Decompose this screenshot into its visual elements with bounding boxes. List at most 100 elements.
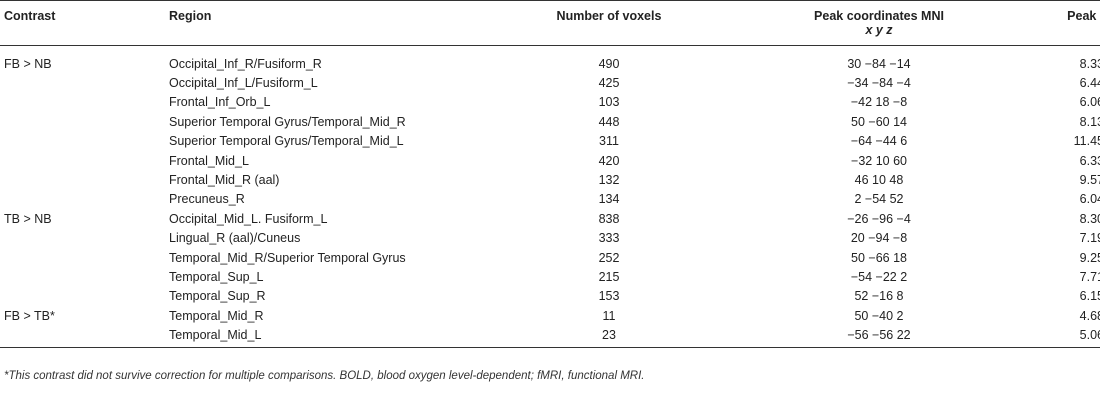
cell-peak-coordinates: 20 −94 −8 — [850, 231, 908, 246]
cell-contrast — [0, 248, 169, 267]
cell-region: Frontal_Mid_R (aal) — [169, 173, 280, 188]
table-row: Superior Temporal Gyrus/Temporal_Mid_L 31… — [0, 132, 1100, 151]
cell-contrast — [0, 112, 169, 131]
table-row: Frontal_Mid_R (aal) 132 46 10 48 9.57 — [0, 170, 1100, 189]
cell-peak-coordinates: −56 −56 22 — [847, 328, 911, 343]
header-row: Contrast Region Number of voxels Peak co… — [0, 0, 1100, 23]
cell-peak-t: 4.68 — [1079, 308, 1100, 323]
cell-peak-t: 5.06 — [1079, 328, 1100, 343]
table-row: Occipital_Inf_L/Fusiform_L 425 −34 −84 −4 6… — [0, 73, 1100, 92]
cell-contrast: TB > NB — [4, 211, 52, 226]
cell-region: Occipital_Inf_L/Fusiform_L — [169, 76, 318, 91]
header-region: Region — [169, 9, 212, 23]
cell-voxels: 490 — [598, 56, 620, 71]
cell-voxels: 425 — [598, 76, 620, 91]
table-row: Temporal_Mid_R/Superior Temporal Gyrus 25… — [0, 248, 1100, 267]
cell-contrast — [0, 267, 169, 286]
cell-peak-t: 6.15 — [1079, 289, 1100, 304]
cell-contrast — [0, 229, 169, 248]
cell-region: Temporal_Mid_L — [169, 328, 262, 343]
cell-peak-t: 7.19 — [1079, 231, 1100, 246]
header-voxels: Number of voxels — [556, 9, 662, 23]
cell-contrast — [0, 190, 169, 209]
cell-voxels: 838 — [598, 211, 620, 226]
cell-voxels: 215 — [598, 269, 620, 284]
table-row: FB > NB Occipital_Inf_R/Fusiform_R 490 30 −… — [0, 46, 1100, 74]
cell-voxels: 311 — [599, 134, 619, 149]
cell-peak-t: 8.30 — [1079, 211, 1100, 226]
cell-region: Superior Temporal Gyrus/Temporal_Mid_R — [169, 114, 406, 129]
table-row: Temporal_Mid_L 23 −56 −56 22 5.06 — [0, 325, 1100, 348]
cell-peak-t: 6.33 — [1079, 153, 1100, 168]
cell-contrast — [0, 151, 169, 170]
header-peak-coordinates: Peak coordinates MNI — [814, 9, 944, 23]
cell-peak-coordinates: −26 −96 −4 — [847, 211, 911, 226]
header-contrast: Contrast — [4, 9, 56, 23]
cell-voxels: 103 — [598, 95, 620, 110]
table-row: FB > TB* Temporal_Mid_R 11 50 −40 2 4.68 — [0, 306, 1100, 325]
table-body: FB > NB Occipital_Inf_R/Fusiform_R 490 30 −… — [0, 46, 1100, 348]
cell-voxels: 448 — [598, 114, 620, 129]
cell-region: Occipital_Mid_L. Fusiform_L — [169, 211, 328, 226]
table-row: Frontal_Inf_Orb_L 103 −42 18 −8 6.06 — [0, 93, 1100, 112]
cell-region: Lingual_R (aal)/Cuneus — [169, 231, 301, 246]
cell-contrast — [0, 287, 169, 306]
cell-region: Occipital_Inf_R/Fusiform_R — [169, 56, 322, 71]
table-row: Frontal_Mid_L 420 −32 10 60 6.33 — [0, 151, 1100, 170]
cell-region: Temporal_Mid_R/Superior Temporal Gyrus — [169, 250, 406, 265]
table-header: Contrast Region Number of voxels Peak co… — [0, 0, 1100, 46]
table-row: Superior Temporal Gyrus/Temporal_Mid_R 44… — [0, 112, 1100, 131]
cell-peak-coordinates: 50 −66 18 — [851, 250, 907, 265]
cell-peak-coordinates: −42 18 −8 — [850, 95, 908, 110]
cell-contrast — [0, 93, 169, 112]
cell-peak-t: 7.71 — [1079, 269, 1100, 284]
cell-peak-t: 8.33 — [1079, 56, 1100, 71]
cell-region: Frontal_Inf_Orb_L — [169, 95, 271, 110]
cell-peak-coordinates: −64 −44 6 — [850, 134, 908, 149]
cell-contrast: FB > TB* — [4, 308, 55, 323]
cell-peak-coordinates: 50 −60 14 — [851, 114, 907, 129]
cell-peak-coordinates: −54 −22 2 — [850, 269, 908, 284]
cell-region: Precuneus_R — [169, 192, 245, 207]
cell-region: Temporal_Mid_R — [169, 308, 264, 323]
cell-region: Temporal_Sup_L — [169, 269, 264, 284]
cell-peak-coordinates: −32 10 60 — [851, 153, 907, 168]
header-subrow: x y z — [0, 23, 1100, 46]
cell-voxels: 132 — [598, 173, 620, 188]
header-peak-t-label: Peak t — [1067, 9, 1100, 23]
cell-peak-coordinates: 50 −40 2 — [854, 308, 904, 323]
cell-voxels: 23 — [602, 328, 616, 343]
table-row: Precuneus_R 134 2 −54 52 6.04 — [0, 190, 1100, 209]
table-row: Lingual_R (aal)/Cuneus 333 20 −94 −8 7.19 — [0, 229, 1100, 248]
cell-peak-t: 11.45 — [1073, 134, 1100, 149]
cell-peak-t: 6.44 — [1079, 76, 1100, 91]
cell-peak-t: 6.04 — [1079, 192, 1100, 207]
cell-voxels: 333 — [598, 231, 620, 246]
cell-voxels: 153 — [598, 289, 620, 304]
cell-peak-coordinates: 46 10 48 — [854, 173, 904, 188]
cell-peak-coordinates: 30 −84 −14 — [847, 56, 911, 71]
header-peak-t: Peak t — [1014, 1, 1100, 23]
cell-voxels: 11 — [602, 308, 616, 323]
header-xyz: x y z — [865, 23, 893, 37]
cell-contrast — [0, 170, 169, 189]
cell-voxels: 420 — [598, 153, 620, 168]
cell-peak-coordinates: 2 −54 52 — [854, 192, 904, 207]
table-row: TB > NB Occipital_Mid_L. Fusiform_L 838 −26… — [0, 209, 1100, 228]
cell-contrast — [0, 325, 169, 347]
cell-contrast — [0, 73, 169, 92]
cell-voxels: 134 — [598, 192, 620, 207]
cell-contrast — [0, 132, 169, 151]
table-row: Temporal_Sup_R 153 52 −16 8 6.15 — [0, 287, 1100, 306]
cell-voxels: 252 — [598, 250, 620, 265]
cell-peak-t: 9.57 — [1079, 173, 1100, 188]
cell-region: Superior Temporal Gyrus/Temporal_Mid_L — [169, 134, 404, 149]
table-footnote: *This contrast did not survive correctio… — [4, 370, 645, 382]
cell-peak-coordinates: 52 −16 8 — [854, 289, 904, 304]
cell-peak-t: 6.06 — [1079, 95, 1100, 110]
results-table: Contrast Region Number of voxels Peak co… — [0, 0, 1100, 348]
cell-peak-t: 9.25 — [1079, 250, 1100, 265]
cell-peak-t: 8.13 — [1079, 114, 1100, 129]
table-row: Temporal_Sup_L 215 −54 −22 2 7.71 — [0, 267, 1100, 286]
